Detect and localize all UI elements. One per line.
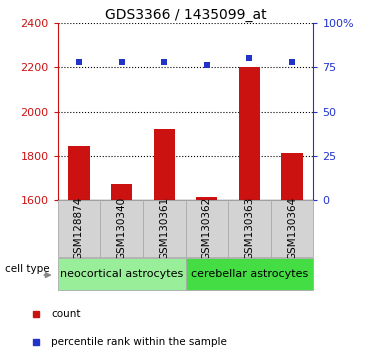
Bar	[154, 129, 175, 200]
Text: GSM128874: GSM128874	[74, 196, 84, 260]
Bar	[58, 258, 186, 290]
Point	[119, 59, 125, 65]
Text: count: count	[51, 309, 81, 320]
Bar	[186, 200, 228, 257]
Bar	[143, 200, 186, 257]
Text: GSM130362: GSM130362	[202, 197, 212, 260]
Bar	[196, 197, 217, 200]
Text: cerebellar astrocytes: cerebellar astrocytes	[191, 269, 308, 279]
Text: cell type: cell type	[4, 264, 49, 274]
Bar	[186, 258, 313, 290]
Text: GSM130363: GSM130363	[244, 197, 255, 260]
Text: GSM130364: GSM130364	[287, 197, 297, 260]
Bar	[100, 200, 143, 257]
Text: GSM130340: GSM130340	[116, 197, 127, 260]
Text: neocortical astrocytes: neocortical astrocytes	[60, 269, 183, 279]
Point	[289, 59, 295, 65]
Text: percentile rank within the sample: percentile rank within the sample	[51, 337, 227, 347]
Bar	[228, 200, 271, 257]
Point	[76, 59, 82, 65]
Bar	[58, 200, 100, 257]
Title: GDS3366 / 1435099_at: GDS3366 / 1435099_at	[105, 8, 266, 22]
Point	[161, 59, 167, 65]
Text: GSM130361: GSM130361	[159, 197, 169, 260]
Point	[247, 56, 253, 61]
Bar	[68, 146, 89, 200]
Bar	[239, 67, 260, 200]
Point	[204, 63, 210, 68]
Bar	[111, 184, 132, 200]
Bar	[271, 200, 313, 257]
Bar	[282, 153, 303, 200]
